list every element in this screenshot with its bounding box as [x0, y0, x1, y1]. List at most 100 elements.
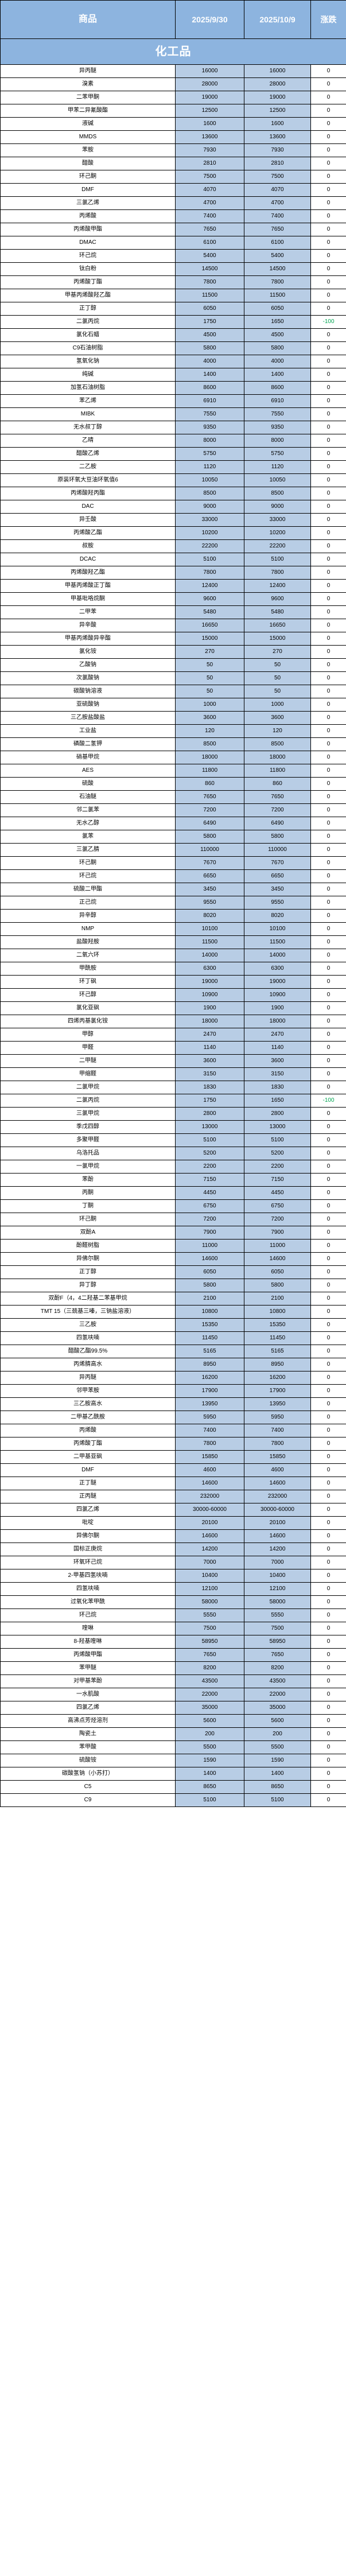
cell-product-name: 丙烯酸羟乙酯 [0, 566, 176, 580]
cell-product-name: 陶瓷土 [0, 1727, 176, 1741]
cell-curr-price: 7000 [244, 1556, 311, 1569]
cell-prev-price: 7930 [175, 143, 244, 157]
cell-product-name: 正丁醇 [0, 302, 176, 316]
cell-product-name: 季戊四醇 [0, 1120, 176, 1134]
cell-curr-price: 13000 [244, 1120, 311, 1134]
cell-change: 0 [310, 1015, 346, 1028]
cell-curr-price: 1000 [244, 698, 311, 712]
table-row: DMAC 6100 6100 0 [0, 236, 346, 250]
table-row: 甲基吡咯烷酮 9600 9600 0 [0, 592, 346, 606]
cell-curr-price: 2810 [244, 157, 311, 170]
cell-curr-price: 14200 [244, 1543, 311, 1556]
cell-curr-price: 14000 [244, 949, 311, 962]
table-row: 无水叔丁醇 9350 9350 0 [0, 421, 346, 434]
cell-product-name: 环己酮 [0, 856, 176, 870]
table-row: 三乙胺 15350 15350 0 [0, 1318, 346, 1332]
cell-prev-price: 270 [175, 645, 244, 659]
cell-change: 0 [310, 724, 346, 738]
table-row: 丁酮 6750 6750 0 [0, 1199, 346, 1213]
cell-change: 0 [310, 1292, 346, 1306]
table-row: 环己烷 5550 5550 0 [0, 1608, 346, 1622]
cell-prev-price: 7500 [175, 170, 244, 184]
cell-prev-price: 8200 [175, 1661, 244, 1675]
cell-curr-price: 10100 [244, 922, 311, 936]
table-row: 甲基丙烯酸羟乙酯 11500 11500 0 [0, 289, 346, 302]
table-row: 叔胺 22200 22200 0 [0, 539, 346, 553]
cell-curr-price: 14500 [244, 262, 311, 276]
cell-change: 0 [310, 1463, 346, 1477]
cell-product-name: 氯化铵 [0, 645, 176, 659]
cell-product-name: 丁酮 [0, 1199, 176, 1213]
table-row: 加氢石油树脂 8600 8600 0 [0, 381, 346, 395]
cell-change: 0 [310, 1688, 346, 1701]
cell-change: 0 [310, 500, 346, 514]
table-row: 三乙胺盐酸盐 3600 3600 0 [0, 711, 346, 725]
table-row: 苯乙烯 6910 6910 0 [0, 394, 346, 408]
cell-product-name: 异丁醇 [0, 1279, 176, 1292]
cell-curr-price: 11450 [244, 1331, 311, 1345]
cell-prev-price: 7650 [175, 1648, 244, 1662]
cell-change: 0 [310, 1490, 346, 1503]
cell-curr-price: 6910 [244, 394, 311, 408]
cell-prev-price: 4700 [175, 196, 244, 210]
cell-change: 0 [310, 909, 346, 923]
cell-curr-price: 8500 [244, 487, 311, 500]
cell-curr-price: 3150 [244, 1067, 311, 1081]
cell-change: 0 [310, 975, 346, 989]
cell-change: 0 [310, 289, 346, 302]
cell-prev-price: 50 [175, 671, 244, 685]
table-row: 酚醛树脂 11000 11000 0 [0, 1239, 346, 1253]
cell-curr-price: 110000 [244, 843, 311, 857]
table-row: DMF 4600 4600 0 [0, 1463, 346, 1477]
cell-curr-price: 20100 [244, 1516, 311, 1530]
cell-prev-price: 860 [175, 777, 244, 791]
cell-product-name: 磷酸二氢钾 [0, 737, 176, 751]
table-row: 石油醚 7650 7650 0 [0, 790, 346, 804]
table-row: 乙晴 8000 8000 0 [0, 434, 346, 448]
cell-change: 0 [310, 1714, 346, 1728]
cell-prev-price: 13600 [175, 130, 244, 144]
cell-prev-price: 200 [175, 1727, 244, 1741]
table-row: 正丙醚 232000 232000 0 [0, 1490, 346, 1503]
cell-product-name: 二甲醚 [0, 1054, 176, 1068]
table-row: 亚硫酸钠 1000 1000 0 [0, 698, 346, 712]
cell-change: 0 [310, 434, 346, 448]
cell-product-name: 氯化亚砜 [0, 1001, 176, 1015]
table-row: 苯酚 7150 7150 0 [0, 1173, 346, 1187]
cell-curr-price: 9600 [244, 592, 311, 606]
table-row: 环己醇 10900 10900 0 [0, 988, 346, 1002]
cell-curr-price: 2470 [244, 1028, 311, 1042]
cell-product-name: 原装环氧大豆油环氧值6 [0, 473, 176, 487]
cell-product-name: 二甲基乙酰胺 [0, 1411, 176, 1424]
cell-prev-price: 7650 [175, 223, 244, 236]
cell-change: 0 [310, 1054, 346, 1068]
cell-product-name: 四氢呋喃 [0, 1582, 176, 1596]
table-row: 喹啉 7500 7500 0 [0, 1622, 346, 1635]
cell-change: 0 [310, 1279, 346, 1292]
cell-prev-price: 9350 [175, 421, 244, 434]
table-row: 多聚甲醛 5100 5100 0 [0, 1133, 346, 1147]
cell-curr-price: 5100 [244, 553, 311, 566]
cell-product-name: TMT 15（三巯基三嗪，三钠盐溶液） [0, 1305, 176, 1319]
cell-curr-price: 3600 [244, 1054, 311, 1068]
cell-change: 0 [310, 1569, 346, 1583]
cell-prev-price: 1400 [175, 1767, 244, 1781]
cell-change: 0 [310, 1081, 346, 1094]
cell-product-name: 氢氧化钠 [0, 355, 176, 368]
cell-product-name: 乙酸钠 [0, 658, 176, 672]
table-row: 原装环氧大豆油环氧值6 10050 10050 0 [0, 473, 346, 487]
cell-change: 0 [310, 698, 346, 712]
cell-product-name: 醋酸 [0, 157, 176, 170]
cell-change: 0 [310, 764, 346, 778]
cell-product-name: 异佛尔酮 [0, 1252, 176, 1266]
cell-prev-price: 15000 [175, 632, 244, 646]
cell-product-name: 四氯乙烯 [0, 1503, 176, 1517]
cell-change: 0 [310, 77, 346, 91]
cell-product-name: 环己烷 [0, 249, 176, 263]
cell-curr-price: 6750 [244, 1199, 311, 1213]
cell-product-name: C9石油树脂 [0, 341, 176, 355]
table-row: 碳酸氢钠（小苏打） 1400 1400 0 [0, 1767, 346, 1781]
table-row: MMDS 13600 13600 0 [0, 130, 346, 144]
table-body: 化工品 异丙醚 16000 16000 0 溴素 28000 28000 0 二苯甲酮 19000… [0, 38, 346, 1807]
table-row: 季戊四醇 13000 13000 0 [0, 1120, 346, 1134]
